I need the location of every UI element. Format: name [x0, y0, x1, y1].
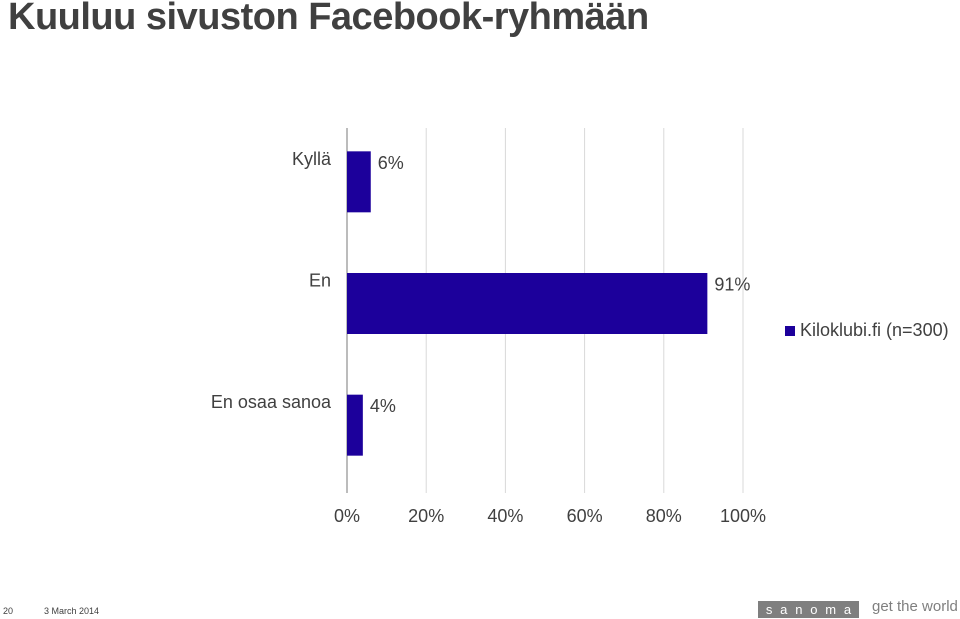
sanoma-logo: s a n o m a [758, 601, 859, 618]
logo-letter: m [825, 602, 837, 617]
logo-letter: o [810, 602, 818, 617]
bar-chart: 0% 20% 40% 60% 80% 100% Kyllä 6% En 91% En osaa sa… [211, 128, 766, 526]
page-title: Kuuluu sivuston Facebook-ryhmään [8, 0, 649, 38]
x-tick-label: 60% [567, 506, 603, 526]
legend-label: Kiloklubi.fi (n=300) [800, 320, 949, 340]
bar [347, 273, 708, 334]
x-tick-label: 20% [408, 506, 444, 526]
category-label: Kyllä [292, 149, 332, 169]
logo-letter: a [843, 602, 852, 617]
tagline: get the world [872, 598, 958, 615]
chart-legend: Kiloklubi.fi (n=300) [785, 320, 949, 341]
category-label: En osaa sanoa [211, 392, 332, 412]
data-label: 91% [714, 275, 750, 295]
logo-letter: n [795, 602, 803, 617]
footer-date: 3 March 2014 [44, 606, 100, 616]
x-tick-label: 40% [487, 506, 523, 526]
x-tick-label: 80% [646, 506, 682, 526]
bar [347, 151, 371, 213]
bar [347, 394, 363, 456]
x-tick-label: 100% [720, 506, 766, 526]
category-label: En [309, 271, 331, 291]
legend-swatch [785, 325, 795, 336]
x-tick-label: 0% [334, 506, 360, 526]
page-number: 20 [3, 606, 14, 616]
logo-letter: a [780, 602, 788, 617]
data-label: 4% [370, 396, 396, 416]
data-label: 6% [378, 153, 404, 173]
logo-letter: s [765, 602, 773, 617]
